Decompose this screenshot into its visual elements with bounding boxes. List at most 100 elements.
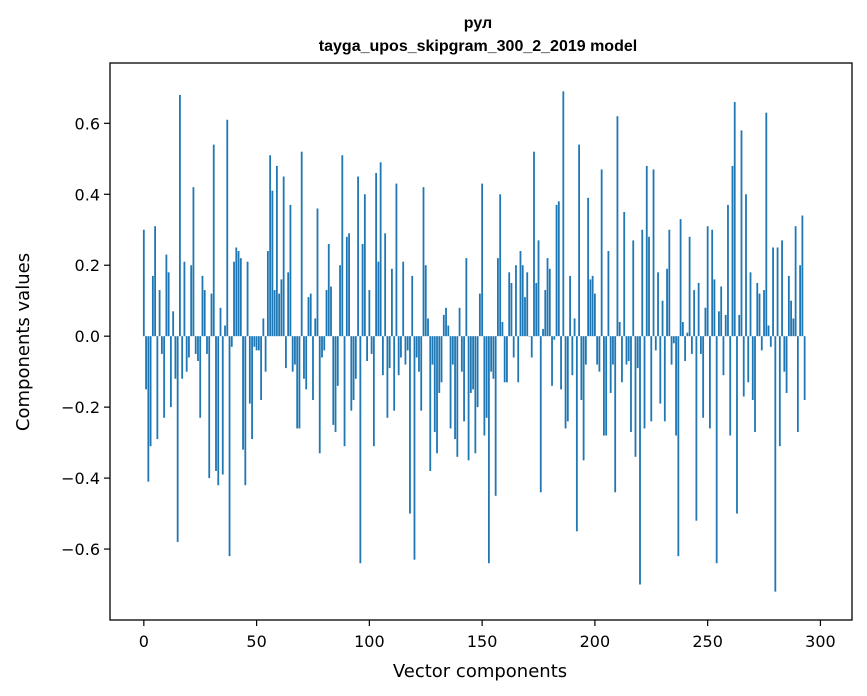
- bar: [693, 290, 696, 337]
- bar: [668, 229, 671, 337]
- x-tick-label: 250: [692, 632, 723, 651]
- bar: [352, 336, 355, 401]
- bar: [677, 336, 680, 557]
- bar: [305, 336, 308, 390]
- bar: [632, 240, 635, 337]
- bar: [745, 194, 747, 337]
- bar: [702, 336, 705, 418]
- bar: [670, 336, 673, 365]
- y-tick-label: −0.4: [61, 469, 100, 488]
- bar: [350, 336, 353, 411]
- bar: [460, 336, 463, 372]
- bar: [697, 282, 700, 337]
- bar: [634, 336, 637, 457]
- bar: [413, 336, 416, 560]
- bar: [659, 336, 662, 404]
- bar: [654, 336, 657, 351]
- bar: [314, 318, 317, 337]
- bar: [271, 190, 274, 337]
- bar: [557, 201, 560, 337]
- bar: [246, 261, 249, 337]
- bar: [230, 336, 233, 347]
- bar: [264, 336, 267, 372]
- bar: [591, 275, 594, 337]
- bar: [255, 336, 258, 351]
- bars-group: [142, 91, 806, 592]
- bar: [589, 279, 592, 337]
- bar: [688, 236, 691, 337]
- bar: [618, 321, 621, 337]
- bar: [185, 336, 188, 372]
- bar: [316, 208, 319, 337]
- bar: [627, 336, 630, 362]
- bar: [142, 229, 145, 337]
- bar: [546, 258, 549, 337]
- bar: [442, 314, 445, 337]
- bar: [469, 336, 472, 393]
- bar: [402, 261, 405, 337]
- bar: [239, 258, 242, 337]
- bar: [754, 336, 756, 432]
- bar: [397, 336, 400, 376]
- bar: [515, 265, 517, 337]
- bar: [357, 176, 359, 337]
- bar: [384, 233, 387, 337]
- bar: [794, 226, 797, 337]
- y-tick-label: 0.6: [75, 114, 100, 133]
- bar: [681, 321, 684, 337]
- bar: [792, 318, 795, 337]
- bar: [740, 130, 743, 337]
- bar: [244, 336, 247, 486]
- bar: [519, 251, 522, 337]
- x-tick-label: 300: [805, 632, 836, 651]
- bar: [729, 336, 732, 436]
- bar: [404, 336, 407, 365]
- bar: [630, 336, 632, 432]
- bar: [307, 297, 310, 337]
- bar: [575, 336, 578, 532]
- bar: [386, 336, 389, 418]
- bar: [718, 311, 720, 337]
- y-tick-label: −0.6: [61, 540, 100, 559]
- plot-frame: [109, 62, 853, 621]
- bar: [151, 275, 154, 337]
- bar: [370, 336, 373, 354]
- bar: [564, 336, 567, 429]
- bar: [695, 336, 698, 521]
- bar: [321, 336, 323, 358]
- y-tick-label: 0.0: [75, 327, 100, 346]
- bar: [418, 336, 420, 372]
- bar: [251, 336, 253, 440]
- bar: [377, 261, 380, 337]
- bar: [801, 215, 804, 337]
- bar: [487, 336, 490, 564]
- bar: [294, 336, 296, 365]
- bar: [542, 329, 544, 337]
- bar: [422, 187, 425, 337]
- bar: [731, 165, 734, 337]
- bar: [652, 169, 655, 337]
- bar: [440, 336, 443, 383]
- bar: [607, 251, 610, 337]
- bar: [406, 336, 409, 351]
- bar: [596, 336, 599, 365]
- bar: [600, 169, 603, 337]
- bar: [336, 336, 339, 386]
- bar: [699, 336, 702, 354]
- bar: [765, 112, 768, 337]
- bar: [332, 336, 335, 425]
- bar: [720, 286, 723, 337]
- bar: [361, 243, 364, 337]
- bar: [553, 336, 556, 340]
- y-axis-ticks: −0.6 −0.4 −0.2 0.0 0.2 0.4 0.6: [61, 114, 110, 559]
- bar: [199, 336, 202, 418]
- x-tick-label: 200: [580, 632, 611, 651]
- bar: [409, 336, 411, 514]
- bar: [715, 336, 718, 564]
- bar: [636, 336, 639, 369]
- bar: [208, 336, 211, 479]
- bar: [641, 229, 644, 337]
- bar: [573, 318, 576, 337]
- bar: [603, 336, 605, 436]
- bar: [212, 144, 215, 337]
